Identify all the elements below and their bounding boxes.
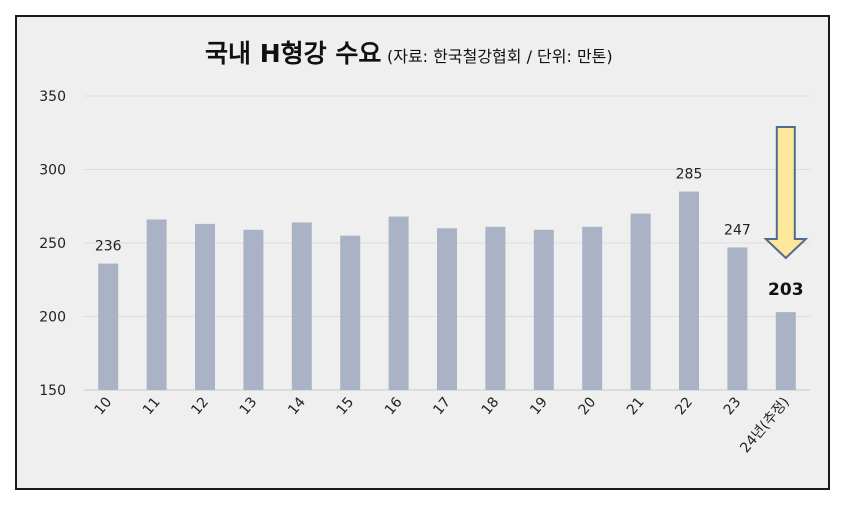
x-tick-label: 20 bbox=[576, 394, 600, 418]
x-tick-label: 21 bbox=[624, 394, 648, 418]
y-tick-label: 200 bbox=[39, 310, 66, 326]
bar bbox=[775, 312, 796, 390]
x-tick-label: 15 bbox=[334, 394, 358, 418]
x-tick-label: 23 bbox=[721, 394, 745, 418]
x-tick-label: 19 bbox=[527, 394, 551, 418]
bar bbox=[582, 226, 603, 390]
bar bbox=[243, 229, 264, 390]
y-tick-label: 250 bbox=[39, 236, 66, 252]
x-tick-label: 17 bbox=[430, 394, 454, 418]
bar bbox=[388, 216, 409, 390]
y-tick-label: 150 bbox=[39, 383, 66, 399]
bar bbox=[727, 247, 748, 390]
bar bbox=[146, 219, 167, 390]
x-tick-label: 16 bbox=[382, 394, 406, 418]
x-tick-label: 10 bbox=[92, 394, 116, 418]
x-tick-label: 22 bbox=[672, 394, 696, 418]
x-tick-label: 14 bbox=[285, 394, 309, 418]
y-tick-label: 350 bbox=[39, 89, 66, 105]
data-label: 285 bbox=[676, 167, 703, 183]
chart-title: 국내 H형강 수요 bbox=[205, 39, 381, 68]
bar bbox=[195, 223, 215, 390]
y-tick-label: 300 bbox=[39, 163, 66, 179]
x-tick-label: 24년(추정) bbox=[737, 394, 793, 456]
bars bbox=[98, 191, 796, 390]
bar bbox=[533, 229, 554, 390]
x-tick-label: 13 bbox=[237, 394, 261, 418]
bar bbox=[437, 228, 457, 390]
bar bbox=[679, 191, 699, 390]
x-tick-label: 11 bbox=[140, 394, 164, 418]
down-arrow-annotation bbox=[763, 126, 809, 260]
x-tick-label: 12 bbox=[188, 394, 212, 418]
data-label: 236 bbox=[95, 239, 122, 255]
chart-subtitle: (자료: 한국철강협회 / 단위: 만톤) bbox=[387, 47, 613, 66]
bar bbox=[98, 263, 119, 390]
bar bbox=[291, 222, 312, 390]
data-label: 247 bbox=[724, 222, 751, 238]
x-tick-label: 18 bbox=[479, 394, 503, 418]
bar bbox=[630, 213, 651, 390]
bar bbox=[485, 226, 506, 390]
y-axis: 150 200 250 300 350 bbox=[39, 89, 66, 399]
data-label: 203 bbox=[768, 280, 804, 300]
bar bbox=[340, 235, 361, 390]
data-labels: 236 285 247 203 bbox=[95, 167, 804, 301]
